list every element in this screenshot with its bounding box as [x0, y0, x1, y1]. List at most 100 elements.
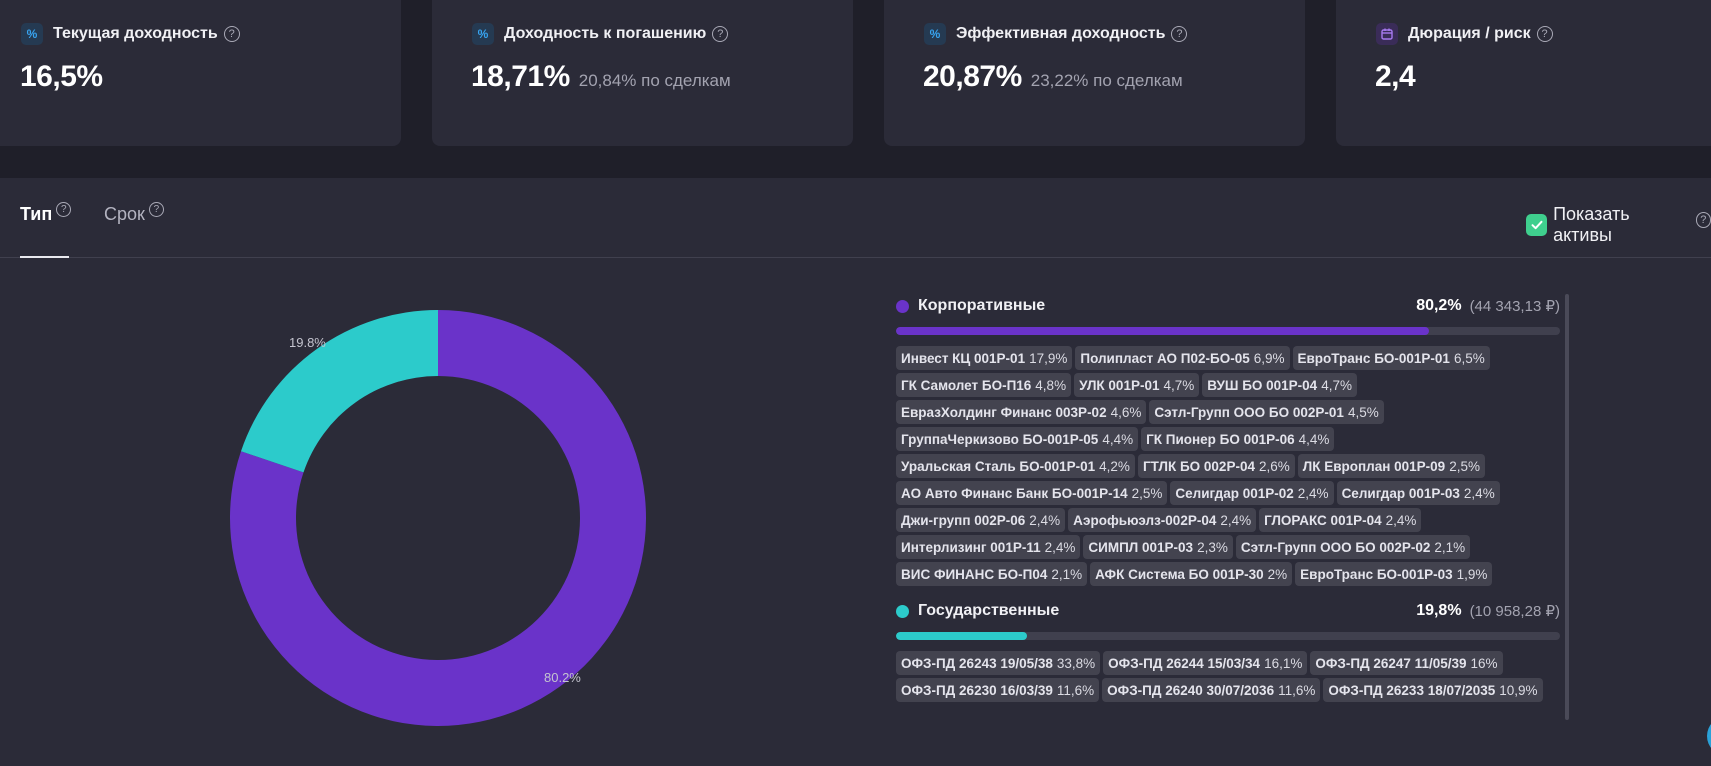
asset-chip[interactable]: Уральская Сталь БО-001Р-01 4,2%	[896, 454, 1135, 478]
asset-chip-share: 6,5%	[1453, 350, 1485, 366]
asset-chip-share: 2,4%	[1385, 512, 1417, 528]
asset-chip[interactable]: ОФЗ-ПД 26230 16/03/39 11,6%	[896, 678, 1100, 702]
share-bar-fill	[896, 327, 1429, 335]
asset-chip-name: ГТЛК БО 002Р-04	[1142, 458, 1255, 474]
asset-chip-name: ОФЗ-ПД 26240 30/07/2036	[1107, 682, 1275, 698]
donut-label-government: 19.8%	[289, 335, 326, 350]
checkbox-checked-icon[interactable]	[1526, 214, 1548, 236]
asset-group: Корпоративные 80,2% (44 343,13 ₽) Инвест КЦ…	[896, 294, 1560, 589]
asset-chip-name: ГК Пионер БО 001Р-06	[1146, 431, 1295, 447]
asset-chip[interactable]: Инвест КЦ 001Р-01 17,9%	[896, 346, 1073, 370]
asset-chip-share: 2,4%	[1297, 485, 1329, 501]
asset-chip[interactable]: ЕвразХолдинг Финанс 003Р-02 4,6%	[896, 400, 1147, 424]
card-value: 2,4	[1375, 60, 1416, 93]
asset-chip-name: ГЛОРАКС 001Р-04	[1264, 512, 1382, 528]
asset-chip[interactable]: УЛК 001Р-01 4,7%	[1074, 373, 1200, 397]
allocation-breakdown-list: Корпоративные 80,2% (44 343,13 ₽) Инвест КЦ…	[896, 294, 1560, 734]
asset-chip[interactable]: ОФЗ-ПД 26233 18/07/2035 10,9%	[1323, 678, 1543, 702]
asset-chip[interactable]: ОФЗ-ПД 26244 15/03/34 16,1%	[1103, 651, 1308, 675]
asset-chip-share: 2,4%	[1029, 512, 1061, 528]
asset-chip-name: Уральская Сталь БО-001Р-01	[901, 458, 1096, 474]
help-icon[interactable]: ?	[56, 202, 72, 217]
asset-chip[interactable]: ЕвроТранс БО-001Р-01 6,5%	[1292, 346, 1490, 370]
asset-group-name: Государственные	[918, 602, 1060, 619]
help-icon[interactable]: ?	[1171, 26, 1188, 42]
asset-chip-share: 4,5%	[1347, 404, 1379, 420]
card-value: 20,87%	[923, 60, 1022, 93]
asset-chip-share: 2,1%	[1434, 539, 1466, 555]
tab-type[interactable]: Тип ?	[20, 202, 72, 225]
asset-chip[interactable]: ГК Самолет БО-П16 4,8%	[896, 373, 1072, 397]
asset-chip[interactable]: Селигдар 001Р-02 2,4%	[1170, 481, 1334, 505]
asset-chip-share: 16%	[1470, 655, 1498, 671]
asset-chip-name: ГруппаЧеркизово БО-001Р-05	[901, 431, 1099, 447]
asset-chip[interactable]: Сэтл-Групп ООО БО 002Р-01 4,5%	[1149, 400, 1384, 424]
asset-chip[interactable]: Селигдар 001Р-03 2,4%	[1336, 481, 1500, 505]
asset-group-header[interactable]: Государственные 19,8% (10 958,28 ₽)	[896, 599, 1560, 623]
help-icon[interactable]: ?	[223, 26, 240, 42]
asset-group: Государственные 19,8% (10 958,28 ₽) ОФЗ-ПД …	[896, 599, 1560, 705]
asset-chip[interactable]: ОФЗ-ПД 26243 19/05/38 33,8%	[896, 651, 1101, 675]
calendar-icon	[1376, 23, 1398, 45]
asset-chip[interactable]: Сэтл-Групп ООО БО 002Р-02 2,1%	[1235, 535, 1471, 559]
asset-chip[interactable]: ВУШ БО 001Р-04 4,7%	[1202, 373, 1357, 397]
help-icon[interactable]: ?	[1695, 212, 1711, 228]
help-icon[interactable]: ?	[1536, 26, 1553, 42]
help-icon[interactable]: ?	[712, 26, 729, 42]
help-icon[interactable]: ?	[148, 202, 164, 217]
asset-chip-name: Сэтл-Групп ООО БО 002Р-01	[1154, 404, 1344, 420]
asset-chip[interactable]: ВИС ФИНАНС БО-П04 2,1%	[896, 562, 1088, 586]
asset-chip[interactable]: ОФЗ-ПД 26247 11/05/39 16%	[1310, 651, 1503, 675]
donut-label-corporate: 80.2%	[544, 670, 581, 685]
card-value: 16,5%	[20, 60, 103, 93]
donut-slice-government[interactable]	[241, 310, 438, 473]
legend-dot	[896, 299, 909, 313]
asset-chip-name: Инвест КЦ 001Р-01	[901, 350, 1026, 366]
asset-chip-share: 2,5%	[1131, 485, 1163, 501]
asset-chip[interactable]: Интерлизинг 001Р-11 2,4%	[896, 535, 1081, 559]
asset-chip-share: 4,4%	[1298, 431, 1330, 447]
asset-chip[interactable]: ГК Пионер БО 001Р-06 4,4%	[1141, 427, 1335, 451]
card-value-row: 18,71% 20,84% по сделкам	[471, 60, 731, 94]
card-value-row: 2,4	[1375, 60, 1416, 94]
asset-group-header[interactable]: Корпоративные 80,2% (44 343,13 ₽)	[896, 294, 1560, 318]
card-title: Текущая доходность	[53, 25, 218, 42]
asset-chip[interactable]: ГТЛК БО 002Р-04 2,6%	[1137, 454, 1295, 478]
tab-term[interactable]: Срок ?	[104, 202, 164, 225]
asset-chip[interactable]: Джи-групп 002Р-06 2,4%	[896, 508, 1066, 532]
card-header: Дюрация / риск ?	[1376, 23, 1553, 45]
asset-chip[interactable]: ЛК Европлан 001Р-09 2,5%	[1297, 454, 1485, 478]
asset-chip-name: ОФЗ-ПД 26230 16/03/39	[901, 682, 1053, 698]
asset-chip[interactable]: Аэрофьюэлз-002Р-04 2,4%	[1068, 508, 1257, 532]
asset-chip-share: 1,9%	[1456, 566, 1488, 582]
asset-chip-name: Селигдар 001Р-03	[1341, 485, 1460, 501]
tab-term-label: Срок	[104, 204, 145, 224]
asset-group-percent: 19,8%	[1416, 602, 1462, 619]
asset-chip-share: 2,4%	[1044, 539, 1076, 555]
asset-chip-name: Селигдар 001Р-02	[1175, 485, 1294, 501]
asset-chips: ОФЗ-ПД 26243 19/05/38 33,8% ОФЗ-ПД 26244 1…	[896, 651, 1560, 705]
chat-widget-button[interactable]	[1707, 716, 1711, 756]
show-assets-toggle[interactable]: Показать активы ?	[1526, 204, 1711, 246]
asset-chip-share: 2%	[1267, 566, 1288, 582]
card-header: % Доходность к погашению ?	[472, 23, 729, 45]
asset-chip[interactable]: СИМПЛ 001Р-03 2,3%	[1083, 535, 1233, 559]
breakdown-scrollbar[interactable]	[1565, 294, 1569, 720]
asset-group-amount: (44 343,13 ₽)	[1469, 298, 1560, 315]
asset-chip-share: 2,1%	[1051, 566, 1083, 582]
share-bar-track	[896, 632, 1560, 640]
asset-chip-name: СИМПЛ 001Р-03	[1088, 539, 1194, 555]
asset-chip[interactable]: ГЛОРАКС 001Р-04 2,4%	[1259, 508, 1422, 532]
donut-slice-corporate[interactable]	[230, 310, 646, 726]
asset-chip[interactable]: АО Авто Финанс Банк БО-001Р-14 2,5%	[896, 481, 1168, 505]
asset-chip-name: Интерлизинг 001Р-11	[901, 539, 1041, 555]
asset-group-percent: 80,2%	[1416, 297, 1462, 314]
asset-chip[interactable]: Полипласт АО П02-БО-05 6,9%	[1075, 346, 1290, 370]
asset-chip-share: 16,1%	[1264, 655, 1303, 671]
card-current-yield: % Текущая доходность ? 16,5%	[0, 0, 401, 146]
asset-chip[interactable]: ГруппаЧеркизово БО-001Р-05 4,4%	[896, 427, 1139, 451]
asset-chip-share: 11,6%	[1278, 682, 1316, 698]
asset-chip[interactable]: ЕвроТранс БО-001Р-03 1,9%	[1295, 562, 1493, 586]
asset-chip[interactable]: АФК Система БО 001Р-30 2%	[1090, 562, 1293, 586]
asset-chip[interactable]: ОФЗ-ПД 26240 30/07/2036 11,6%	[1102, 678, 1321, 702]
